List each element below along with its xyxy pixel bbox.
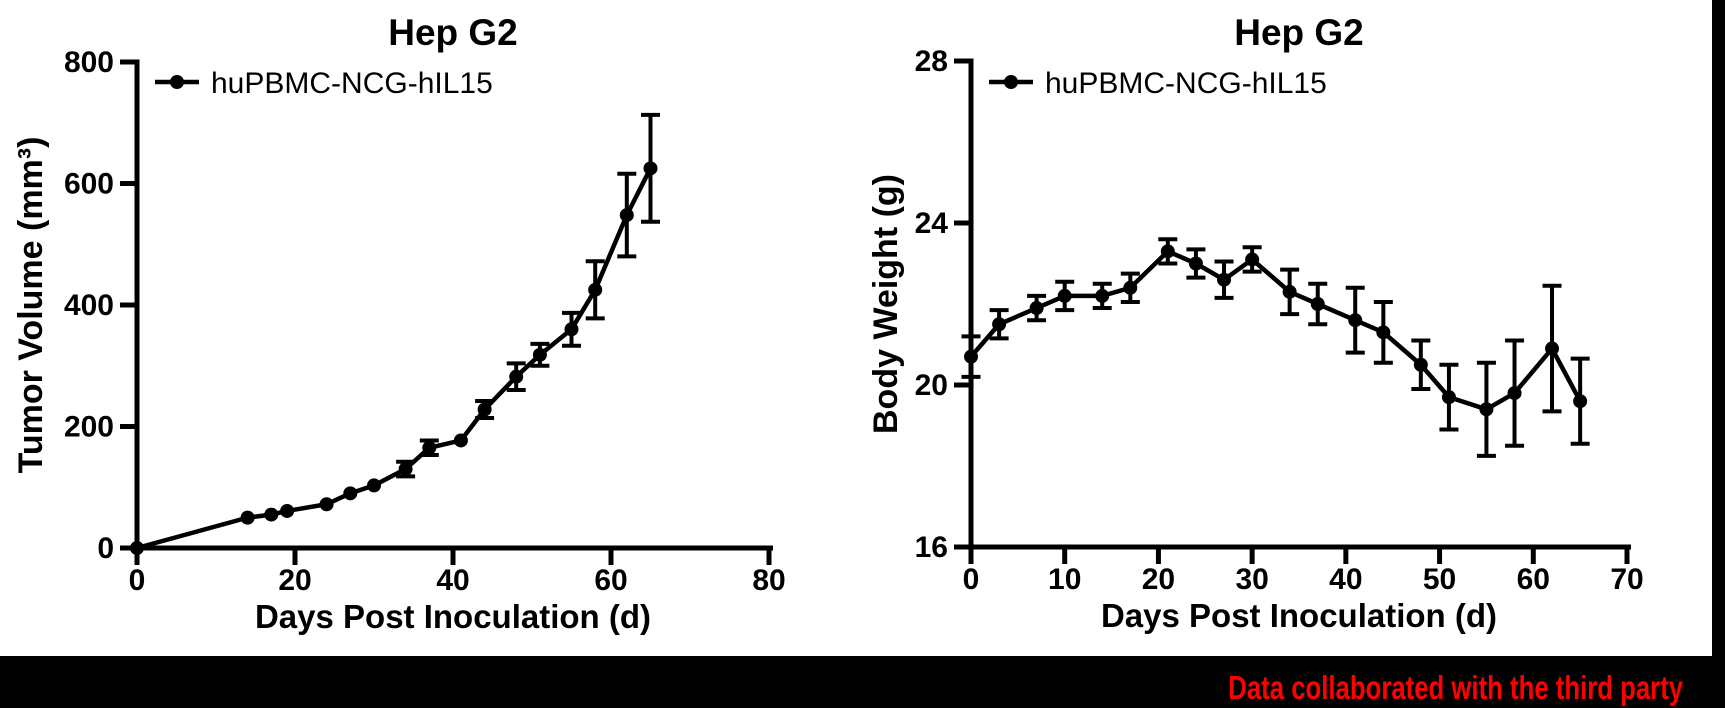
x-tick-label: 70 <box>1610 563 1643 596</box>
data-point <box>1348 313 1363 328</box>
data-line <box>969 249 1583 412</box>
data-point <box>1507 386 1522 401</box>
data-point <box>453 433 468 448</box>
data-point <box>343 486 358 501</box>
axes <box>134 59 773 551</box>
data-point <box>1029 301 1044 316</box>
data-point <box>1160 244 1175 259</box>
data-point <box>532 347 547 362</box>
data-point <box>264 507 279 522</box>
y-tick-label: 200 <box>64 411 114 444</box>
data-point <box>1123 280 1138 295</box>
chart-title: Hep G2 <box>388 12 518 53</box>
data-point <box>1095 288 1110 303</box>
y-tick-label: 16 <box>915 531 948 564</box>
x-tick-label: 40 <box>436 564 469 597</box>
data-point <box>240 510 255 525</box>
data-point <box>398 462 413 477</box>
y-tick-label: 800 <box>64 46 114 79</box>
data-point <box>319 497 334 512</box>
x-tick-label: 20 <box>1142 563 1175 596</box>
x-tick-label: 80 <box>752 564 785 597</box>
data-point <box>619 208 634 223</box>
data-point <box>588 282 603 297</box>
legend-marker-dot <box>170 75 184 89</box>
legend-marker-dot <box>1004 75 1018 89</box>
x-axis-label: Days Post Inoculation (d) <box>255 598 651 635</box>
data-point <box>992 317 1007 332</box>
x-tick-label: 30 <box>1235 563 1268 596</box>
data-line <box>136 167 653 551</box>
data-point <box>509 369 524 384</box>
data-point <box>130 541 144 555</box>
x-tick-label: 20 <box>278 564 311 597</box>
y-tick-label: 24 <box>915 207 949 240</box>
legend-label: huPBMC-NCG-hIL15 <box>211 67 493 100</box>
data-point <box>1217 272 1232 287</box>
data-point <box>1282 284 1297 299</box>
data-point <box>1479 402 1494 417</box>
x-tick-label: 0 <box>129 564 146 597</box>
data-point <box>422 440 437 455</box>
y-tick-label: 600 <box>64 168 114 201</box>
data-point <box>1413 357 1428 372</box>
data-point <box>367 478 381 493</box>
x-tick-label: 60 <box>1517 563 1550 596</box>
x-axis-label: Days Post Inoculation (d) <box>1101 597 1497 634</box>
x-tick-label: 10 <box>1048 563 1081 596</box>
x-tick-label: 50 <box>1423 563 1456 596</box>
y-tick-label: 400 <box>64 289 114 322</box>
data-point <box>477 402 492 417</box>
axes <box>968 58 1631 550</box>
y-tick-label: 0 <box>97 532 114 565</box>
y-tick-label: 28 <box>915 45 948 78</box>
data-point <box>1441 390 1456 405</box>
x-tick-label: 40 <box>1329 563 1362 596</box>
data-point <box>280 503 295 518</box>
data-point <box>1310 297 1325 311</box>
y-tick-label: 20 <box>915 369 948 402</box>
data-point <box>1545 341 1560 356</box>
x-tick-label: 60 <box>594 564 627 597</box>
data-point <box>1245 252 1260 267</box>
legend-label: huPBMC-NCG-hIL15 <box>1045 67 1327 100</box>
chart-title: Hep G2 <box>1234 12 1364 53</box>
y-axis-label: Tumor Volume (mm³) <box>12 137 50 474</box>
data-point <box>564 322 579 337</box>
figure-panel: 0 20 40 60 80 0 200 400 600 800 Days Post Inoculat… <box>0 0 1712 656</box>
data-point <box>643 161 658 176</box>
data-point <box>1376 325 1391 340</box>
body-weight-chart: 0 10 20 30 40 50 60 70 16 20 24 28 Days Post Inocula… <box>867 12 1644 634</box>
third-party-annotation: Data collaborated with the third party <box>1228 669 1683 706</box>
data-point <box>964 349 978 364</box>
y-axis-label: Body Weight (g) <box>867 174 905 434</box>
data-point <box>1573 394 1588 409</box>
data-point <box>1057 288 1072 303</box>
x-tick-label: 0 <box>963 563 980 596</box>
data-point <box>1188 256 1203 271</box>
